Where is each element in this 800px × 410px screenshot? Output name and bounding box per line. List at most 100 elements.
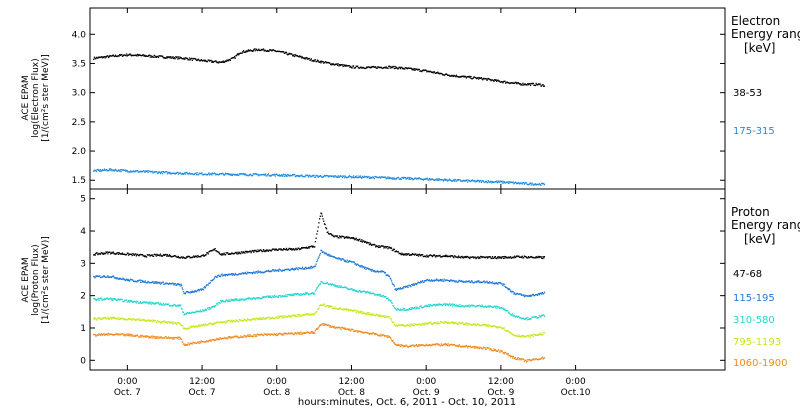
data-point <box>535 256 537 258</box>
data-point <box>306 175 308 177</box>
data-point <box>273 296 275 298</box>
data-point <box>299 315 301 317</box>
data-point <box>101 299 103 301</box>
electron-legend-title-line-1: Electron <box>731 14 780 28</box>
data-point <box>100 297 102 299</box>
data-point <box>292 173 294 176</box>
data-point <box>442 179 444 181</box>
data-point <box>314 246 316 248</box>
data-point <box>349 329 351 331</box>
data-point <box>501 283 503 285</box>
data-point <box>427 179 429 181</box>
data-point <box>505 310 507 312</box>
data-point <box>471 78 473 80</box>
data-point <box>325 253 328 255</box>
data-point <box>347 236 349 238</box>
data-point <box>367 291 369 293</box>
data-point <box>535 184 537 186</box>
data-point <box>349 237 351 239</box>
data-point <box>276 334 279 337</box>
data-point <box>131 334 133 336</box>
data-point <box>386 274 388 276</box>
data-point <box>292 55 294 57</box>
data-point <box>267 250 269 252</box>
data-point <box>493 80 495 83</box>
data-point <box>276 50 279 52</box>
data-point <box>120 278 122 280</box>
data-point <box>399 66 401 69</box>
data-point <box>460 75 463 77</box>
data-point <box>167 303 169 305</box>
data-point <box>191 343 193 345</box>
data-point <box>472 282 474 284</box>
data-point <box>374 244 376 246</box>
data-point <box>124 335 126 337</box>
data-point <box>500 307 502 309</box>
data-point <box>353 177 355 179</box>
data-point <box>146 170 148 172</box>
data-point <box>528 318 530 320</box>
data-point <box>321 176 323 178</box>
data-point <box>366 332 368 334</box>
data-point <box>499 257 501 259</box>
data-point <box>97 334 100 336</box>
data-point <box>468 180 470 182</box>
data-point <box>208 282 210 284</box>
data-point <box>523 318 525 320</box>
data-point <box>444 254 447 256</box>
data-point <box>93 58 95 60</box>
data-point <box>237 174 239 176</box>
data-point <box>223 274 225 277</box>
data-point <box>487 257 489 259</box>
data-point <box>436 72 438 74</box>
data-point <box>258 318 261 320</box>
data-point <box>368 242 370 244</box>
data-point <box>343 177 346 179</box>
data-point <box>528 183 530 185</box>
data-point <box>186 57 188 59</box>
data-point <box>206 252 209 254</box>
data-point <box>508 331 510 333</box>
data-point <box>305 292 307 294</box>
data-point <box>226 252 228 254</box>
data-point <box>157 254 159 257</box>
data-point <box>524 182 526 184</box>
data-point <box>477 324 479 326</box>
data-point <box>385 178 387 180</box>
data-point <box>203 59 205 61</box>
data-point <box>297 332 299 334</box>
data-point <box>476 179 478 182</box>
data-point <box>197 342 200 344</box>
data-point <box>314 332 316 334</box>
data-point <box>272 269 274 271</box>
data-point <box>128 279 130 281</box>
ytick-label: 2.5 <box>72 118 86 128</box>
data-point <box>522 336 524 338</box>
data-point <box>439 322 441 324</box>
data-point <box>172 336 175 339</box>
data-point <box>350 175 352 178</box>
data-point <box>120 333 122 335</box>
data-point <box>95 56 98 59</box>
data-point <box>483 347 485 349</box>
data-point <box>317 308 319 310</box>
data-point <box>228 173 230 175</box>
data-point <box>314 313 316 315</box>
data-point <box>538 183 541 185</box>
data-point <box>228 273 230 275</box>
data-point <box>260 249 262 251</box>
data-point <box>433 321 436 324</box>
data-point <box>134 253 136 255</box>
data-point <box>105 251 107 253</box>
data-point <box>144 280 146 282</box>
data-point <box>381 176 384 178</box>
data-point <box>258 333 261 336</box>
data-point <box>385 316 387 318</box>
data-point <box>451 180 454 182</box>
data-point <box>205 341 207 343</box>
data-point <box>200 59 202 61</box>
data-point <box>144 255 146 257</box>
data-point <box>212 279 214 281</box>
data-point <box>274 270 276 272</box>
